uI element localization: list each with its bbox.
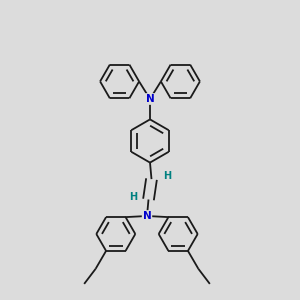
Text: H: H: [129, 191, 137, 202]
Text: H: H: [163, 171, 171, 181]
Text: N: N: [146, 94, 154, 104]
Text: N: N: [142, 211, 152, 221]
